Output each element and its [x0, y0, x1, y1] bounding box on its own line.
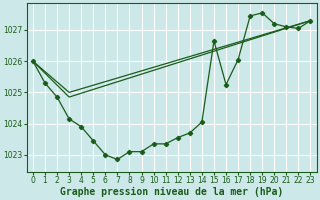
- X-axis label: Graphe pression niveau de la mer (hPa): Graphe pression niveau de la mer (hPa): [60, 186, 283, 197]
